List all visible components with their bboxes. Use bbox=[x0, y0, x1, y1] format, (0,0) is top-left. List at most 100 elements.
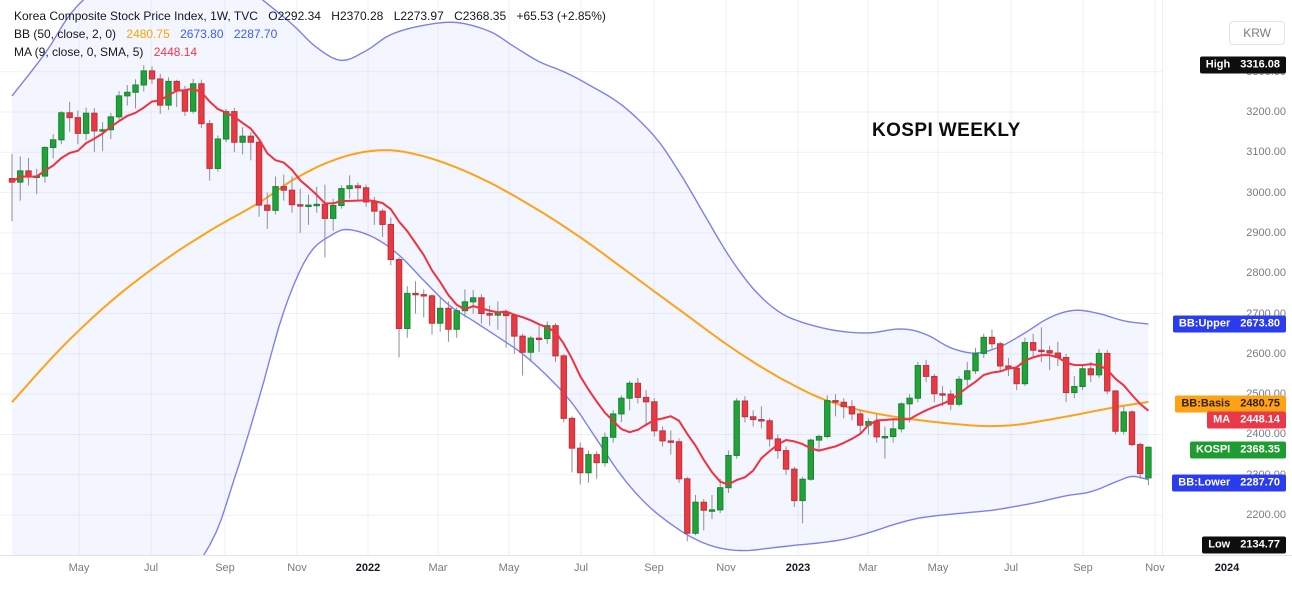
candle bbox=[807, 438, 814, 481]
candle bbox=[288, 176, 296, 213]
candle bbox=[272, 176, 279, 215]
price-scale-separator bbox=[1162, 0, 1163, 555]
low-value: L2273.97 bbox=[393, 9, 444, 23]
candle bbox=[1112, 390, 1119, 435]
candle bbox=[692, 494, 699, 536]
candle bbox=[642, 390, 650, 427]
candle bbox=[1071, 376, 1078, 399]
candle bbox=[189, 78, 197, 114]
candle bbox=[1145, 446, 1152, 486]
candle bbox=[231, 107, 238, 153]
candle bbox=[1136, 442, 1144, 479]
candle bbox=[857, 410, 864, 434]
price-scale-axis[interactable]: 2200.002300.002400.002500.002600.002700.… bbox=[1162, 0, 1292, 555]
price-tag-low: Low 2134.77 bbox=[1202, 536, 1286, 554]
candle bbox=[684, 476, 691, 542]
bb-upper-line bbox=[11, 0, 1149, 354]
bb-basis-value: 2480.75 bbox=[126, 27, 170, 41]
time-tick-label: Nov bbox=[716, 562, 736, 574]
ma-indicator-title[interactable]: MA (9, close, 0, SMA, 5) bbox=[14, 45, 144, 59]
bb-basis-line bbox=[11, 149, 1149, 428]
candle bbox=[593, 451, 600, 479]
time-tick-label: 2023 bbox=[785, 562, 811, 574]
candle bbox=[115, 91, 123, 121]
ma-value: 2448.14 bbox=[153, 45, 198, 59]
bb-upper-value: 2673.80 bbox=[180, 27, 224, 41]
candle bbox=[997, 341, 1004, 372]
bb-lower-value: 2287.70 bbox=[233, 27, 278, 41]
time-tick-label: May bbox=[68, 562, 90, 574]
price-tick-label: 2200.00 bbox=[1246, 509, 1286, 522]
candle bbox=[461, 289, 469, 318]
candle bbox=[914, 361, 922, 403]
candle bbox=[980, 333, 987, 358]
candle bbox=[49, 134, 57, 159]
candle bbox=[222, 108, 230, 143]
price-tick-label: 2400.00 bbox=[1246, 428, 1286, 441]
candle bbox=[544, 321, 551, 344]
bb-indicator-title[interactable]: BB (50, close, 2, 0) bbox=[14, 27, 117, 41]
time-tick-label: Jul bbox=[1003, 562, 1019, 574]
candle bbox=[1128, 410, 1136, 447]
currency-toggle-button[interactable]: KRW bbox=[1229, 21, 1285, 45]
candle bbox=[898, 402, 905, 433]
symbol-legend-row: Korea Composite Stock Price Index, 1W, T… bbox=[14, 8, 606, 25]
candle bbox=[297, 188, 304, 233]
price-tick-label: 2600.00 bbox=[1246, 347, 1286, 360]
price-tag-high: High 3316.08 bbox=[1199, 56, 1286, 74]
candle bbox=[1046, 345, 1053, 370]
candle bbox=[214, 135, 222, 172]
candle bbox=[749, 410, 757, 427]
candle bbox=[725, 450, 732, 493]
price-tag-bb-upper: BB:Upper 2673.80 bbox=[1172, 315, 1286, 333]
symbol-title[interactable]: Korea Composite Stock Price Index, 1W, T… bbox=[14, 9, 258, 23]
time-tick-label: 2024 bbox=[1214, 562, 1240, 574]
candle bbox=[758, 406, 765, 429]
candle bbox=[1120, 406, 1127, 435]
candle bbox=[906, 394, 913, 423]
candle bbox=[354, 182, 362, 201]
price-tick-label: 2900.00 bbox=[1246, 226, 1286, 239]
price-tick-label: 3100.00 bbox=[1246, 146, 1286, 159]
candle bbox=[420, 289, 427, 318]
time-tick-label: Sep bbox=[644, 562, 664, 574]
candle bbox=[741, 396, 749, 423]
candle bbox=[651, 398, 658, 437]
price-tag-ma: MA 2448.14 bbox=[1207, 411, 1286, 429]
time-scale-axis[interactable]: May Jul Sep Nov 2022 Mar May Jul Sep Nov 2023 Mar Ma… bbox=[0, 555, 1292, 602]
candle bbox=[799, 476, 806, 524]
candle bbox=[91, 107, 98, 152]
time-tick-label: Sep bbox=[215, 562, 235, 574]
candle bbox=[379, 208, 386, 237]
candle bbox=[848, 400, 856, 421]
candle bbox=[717, 478, 724, 514]
indicator-legend: Korea Composite Stock Price Index, 1W, T… bbox=[14, 8, 606, 62]
candle bbox=[66, 101, 73, 132]
candle bbox=[148, 66, 156, 84]
candles-layer bbox=[8, 65, 1152, 542]
candle bbox=[931, 374, 938, 403]
candle bbox=[280, 174, 287, 201]
time-tick-label: May bbox=[927, 562, 949, 574]
candle bbox=[82, 107, 90, 141]
time-tick-label: Mar bbox=[858, 562, 878, 574]
bb-lower-line bbox=[203, 228, 1149, 555]
candle bbox=[815, 434, 823, 451]
price-tag-kospi-last: KOSPI 2368.35 bbox=[1190, 441, 1286, 459]
time-tick-label: 2022 bbox=[355, 562, 381, 574]
plot-area bbox=[0, 0, 1162, 555]
candle bbox=[782, 446, 790, 475]
candle bbox=[74, 110, 82, 145]
candle bbox=[41, 146, 49, 183]
candle bbox=[634, 378, 642, 404]
candle bbox=[552, 323, 559, 362]
candle bbox=[362, 184, 370, 207]
candle bbox=[791, 466, 798, 508]
candle bbox=[766, 418, 773, 447]
candle bbox=[58, 111, 65, 145]
candle bbox=[132, 79, 139, 109]
candle bbox=[486, 305, 493, 326]
candle bbox=[206, 120, 213, 181]
